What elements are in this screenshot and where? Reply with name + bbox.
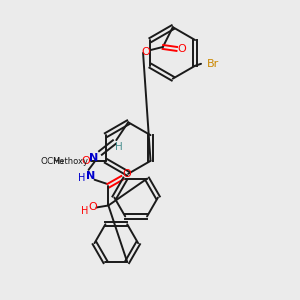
- Text: O: O: [82, 156, 91, 166]
- Text: Br: Br: [207, 59, 219, 69]
- Text: H: H: [116, 142, 123, 152]
- Text: N: N: [89, 153, 98, 163]
- Text: H: H: [78, 173, 85, 183]
- Text: Methoxy: Methoxy: [52, 158, 88, 166]
- Text: N: N: [86, 171, 95, 181]
- Text: O: O: [177, 44, 186, 54]
- Text: H: H: [81, 206, 88, 216]
- Text: O: O: [142, 47, 150, 57]
- Text: O: O: [123, 169, 132, 179]
- Text: O: O: [88, 202, 97, 212]
- Text: OCH₃: OCH₃: [41, 158, 64, 166]
